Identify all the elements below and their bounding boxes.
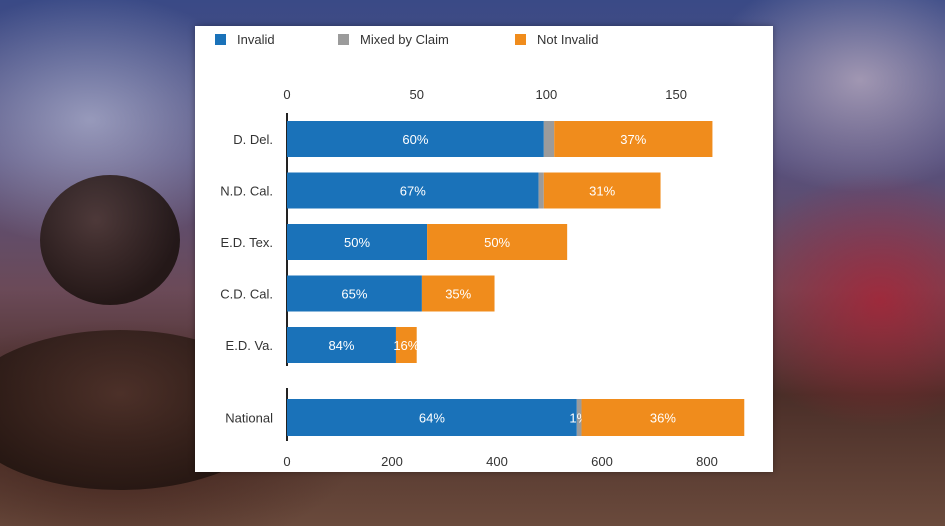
- data-label-c-d-cal-invalid: 65%: [341, 287, 367, 302]
- data-label-n-d-cal-not-invalid: 31%: [589, 184, 615, 199]
- data-label-d-del-invalid: 60%: [402, 132, 428, 147]
- bar-d-del-mixed-by-claim: [543, 121, 555, 157]
- bar-d-del-not-invalid: [554, 121, 713, 157]
- category-label-e-d-va: E.D. Va.: [226, 338, 273, 353]
- data-label-d-del-not-invalid: 37%: [620, 132, 646, 147]
- x-tick-label-national-0: 0: [283, 454, 290, 469]
- legend-swatch-not-invalid: [515, 34, 526, 45]
- data-label-c-d-cal-not-invalid: 35%: [445, 287, 471, 302]
- bar-n-d-cal-invalid: [287, 172, 539, 209]
- bar-e-d-va-invalid: [287, 327, 396, 363]
- bar-n-d-cal-not-invalid: [543, 172, 661, 209]
- legend-label-mixed-by-claim: Mixed by Claim: [360, 32, 449, 47]
- data-label-e-d-tex-not-invalid: 50%: [484, 235, 510, 250]
- stacked-bar-chart: Invalid Mixed by Claim Not Invalid 0 50 100 15…: [215, 32, 745, 469]
- legend-label-not-invalid: Not Invalid: [537, 32, 598, 47]
- bar-national-invalid: [287, 399, 577, 436]
- x-tick-label-national-200: 200: [381, 454, 403, 469]
- x-tick-label-district-0: 0: [283, 87, 290, 102]
- background-gavel-head: [40, 175, 180, 305]
- x-tick-label-district-150: 150: [665, 87, 687, 102]
- data-label-national-invalid: 64%: [419, 411, 445, 426]
- category-label-e-d-tex: E.D. Tex.: [220, 235, 273, 250]
- bar-e-d-tex-invalid: [287, 224, 428, 260]
- chart-card: Invalid Mixed by Claim Not Invalid 0 50 100 15…: [195, 26, 773, 472]
- x-tick-label-national-800: 800: [696, 454, 718, 469]
- data-label-e-d-tex-invalid: 50%: [344, 235, 370, 250]
- data-label-e-d-va-invalid: 84%: [328, 338, 354, 353]
- x-tick-label-district-100: 100: [536, 87, 558, 102]
- bar-e-d-tex-not-invalid: [427, 224, 568, 260]
- category-label-c-d-cal: C.D. Cal.: [220, 287, 273, 302]
- data-label-e-d-va-not-invalid: 16%: [393, 338, 419, 353]
- bar-c-d-cal-not-invalid: [421, 275, 495, 312]
- bar-e-d-va-not-invalid: [395, 327, 417, 363]
- legend-swatch-mixed-by-claim: [338, 34, 349, 45]
- x-tick-label-district-50: 50: [409, 87, 423, 102]
- bar-national-not-invalid: [581, 399, 745, 436]
- bar-n-d-cal-mixed-by-claim: [538, 172, 544, 209]
- category-label-d-del: D. Del.: [233, 132, 273, 147]
- category-label-n-d-cal: N.D. Cal.: [220, 184, 273, 199]
- bar-d-del-invalid: [287, 121, 544, 157]
- legend-label-invalid: Invalid: [237, 32, 275, 47]
- legend-swatch-invalid: [215, 34, 226, 45]
- bar-c-d-cal-invalid: [287, 275, 422, 312]
- bar-national-mixed-by-claim: [576, 399, 582, 436]
- x-tick-label-national-400: 400: [486, 454, 508, 469]
- data-label-national-not-invalid: 36%: [650, 411, 676, 426]
- category-label-national: National: [225, 411, 273, 426]
- data-label-n-d-cal-invalid: 67%: [400, 184, 426, 199]
- x-tick-label-national-600: 600: [591, 454, 613, 469]
